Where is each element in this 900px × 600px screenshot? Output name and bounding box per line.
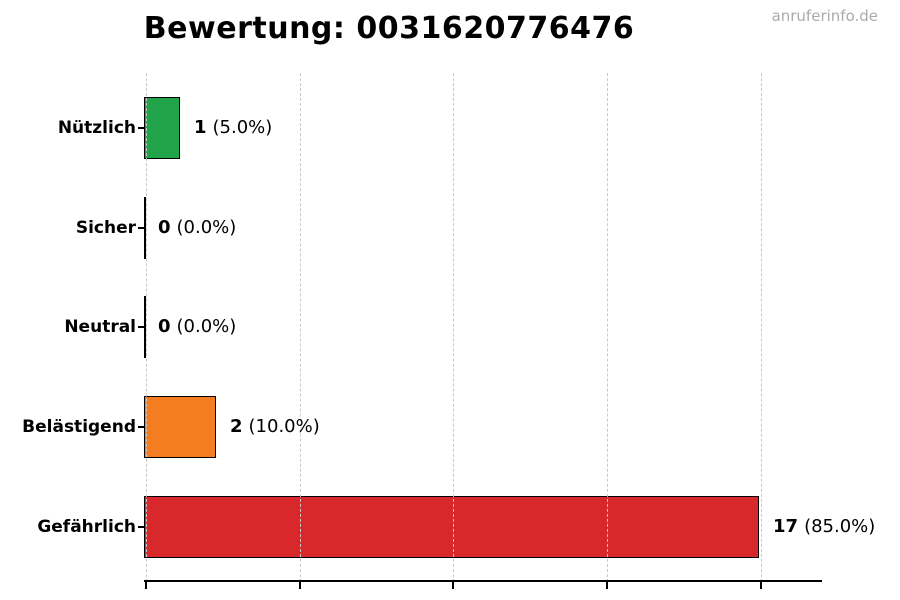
x-axis-line: [144, 580, 822, 582]
bar-value: 17: [773, 516, 799, 537]
x-axis-tick: [452, 582, 455, 589]
category-label-neutral: Neutral: [64, 317, 136, 337]
watermark-anruferinfo: anruferinfo.de: [771, 7, 878, 25]
bar-value-label: 17 (85.0%): [773, 514, 875, 540]
category-label-nuetzlich: Nützlich: [57, 118, 136, 138]
y-tick: [138, 426, 144, 428]
category-label-belaestigend: Belästigend: [22, 417, 136, 437]
x-axis-tick: [145, 582, 147, 589]
bar-value: 2: [230, 416, 243, 437]
bar-sicher: [144, 197, 146, 259]
x-axis-tick: [298, 582, 301, 589]
bar-value: 0: [158, 217, 171, 238]
bar-percent: (5.0%): [212, 117, 273, 138]
y-tick: [138, 526, 144, 528]
bar-value-label: 2 (10.0%): [230, 414, 320, 440]
bar-value-label: 1 (5.0%): [194, 115, 272, 141]
bar-value-label: 0 (0.0%): [158, 314, 236, 340]
gridline: [299, 73, 301, 582]
y-tick: [138, 127, 144, 129]
bar-value: 1: [194, 117, 207, 138]
category-label-sicher: Sicher: [75, 218, 136, 238]
bar-percent: (0.0%): [176, 217, 237, 238]
chart-title: Bewertung: 0031620776476: [143, 11, 635, 46]
bar-neutral: [144, 296, 146, 358]
bar-value: 0: [158, 316, 171, 337]
bar-nuetzlich: [144, 97, 180, 159]
x-axis-tick: [759, 582, 762, 589]
bar-value-label: 0 (0.0%): [158, 215, 236, 241]
category-label-gefaehrlich: Gefährlich: [37, 517, 136, 537]
gridline: [606, 73, 608, 582]
gridline: [146, 73, 147, 582]
y-tick: [138, 326, 144, 328]
x-axis-tick: [605, 582, 608, 589]
bar-percent: (0.0%): [176, 316, 237, 337]
bar-gefaehrlich: [144, 496, 759, 558]
bar-belaestigend: [144, 396, 216, 458]
y-tick: [138, 227, 144, 229]
bar-percent: (85.0%): [804, 516, 876, 537]
gridline: [453, 73, 455, 582]
bar-percent: (10.0%): [248, 416, 320, 437]
gridline: [760, 73, 762, 582]
